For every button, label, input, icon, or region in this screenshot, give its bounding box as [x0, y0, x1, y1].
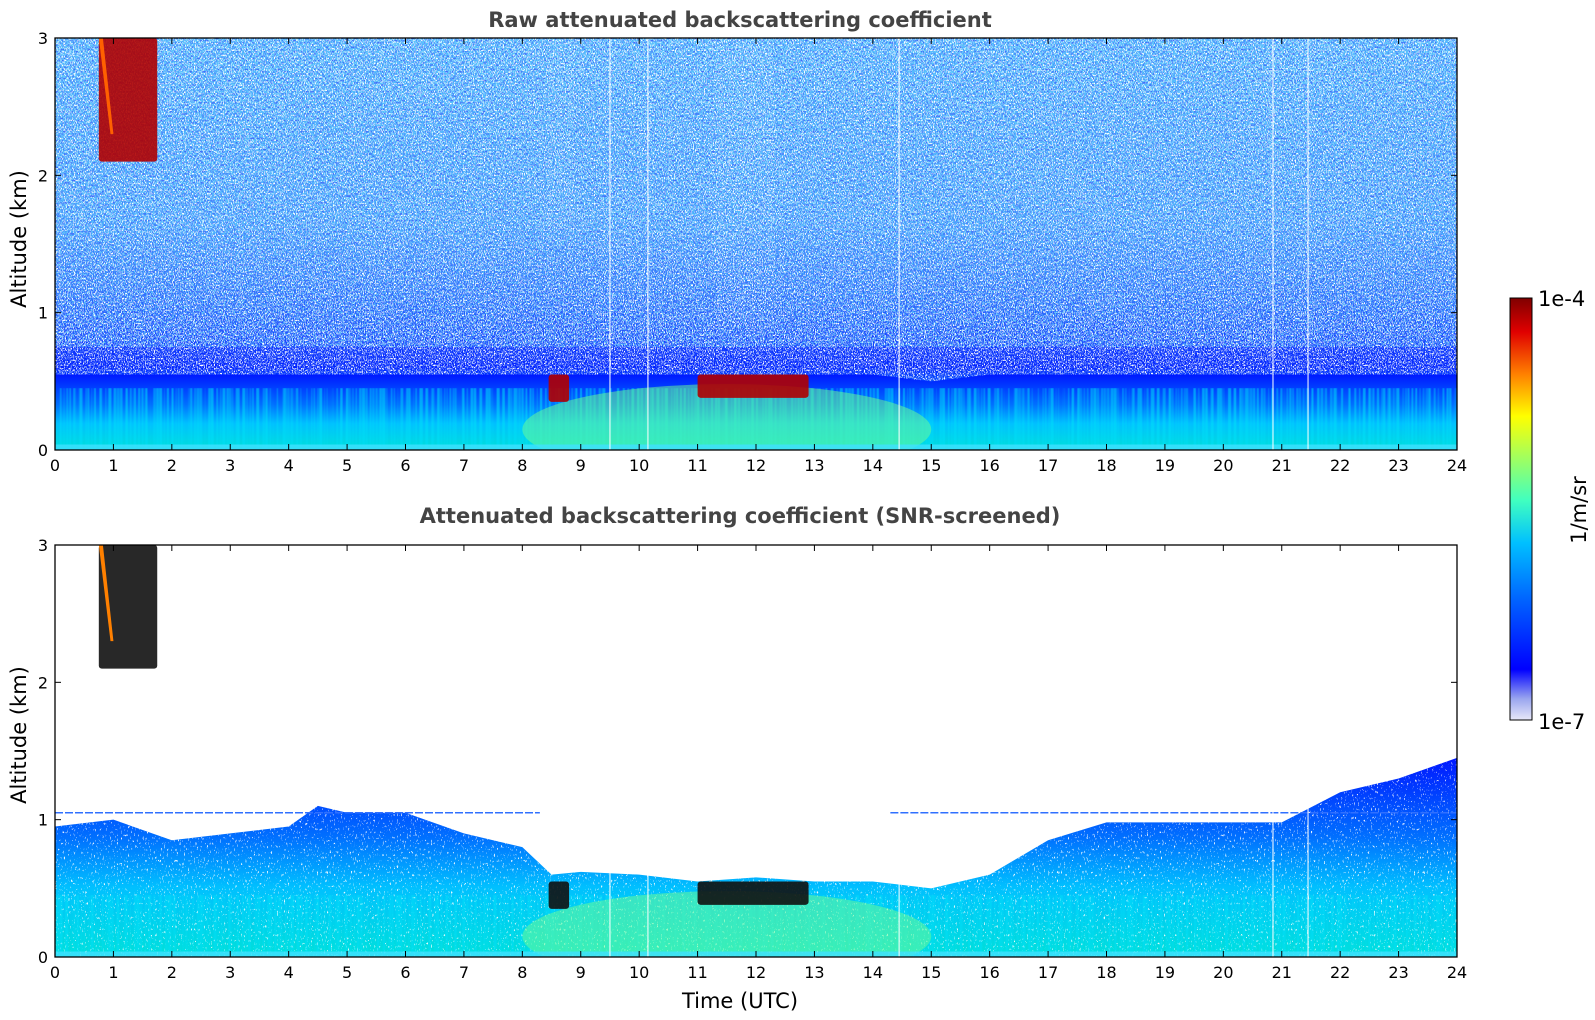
- x-tick-label: 14: [863, 963, 883, 982]
- x-tick-label: 24: [1447, 456, 1467, 475]
- x-tick-label: 12: [746, 963, 766, 982]
- x-tick-label: 20: [1213, 456, 1233, 475]
- x-tick-label: 10: [629, 963, 649, 982]
- strong-echo-2: [697, 374, 809, 398]
- y-tick-label: 0: [38, 441, 48, 460]
- x-tick-label: 0: [50, 963, 60, 982]
- x-tick-label: 12: [746, 456, 766, 475]
- top-y-axis-label: Altitude (km): [7, 170, 31, 308]
- x-tick-label: 2: [167, 456, 177, 475]
- x-tick-label: 17: [1038, 963, 1058, 982]
- x-tick-label: 4: [284, 456, 294, 475]
- x-tick-label: 16: [979, 456, 999, 475]
- colorbar-max-label: 1e-4: [1538, 287, 1585, 311]
- x-tick-label: 20: [1213, 963, 1233, 982]
- y-tick-label: 2: [38, 673, 48, 692]
- top-axis-ticks: 0 1 2 3 4 5 6 7 8 9 10 11 12 13 14 15 16 17 18 19 20 21 22 23 24…: [38, 29, 1467, 475]
- x-tick-label: 1: [108, 963, 118, 982]
- x-tick-label: 18: [1096, 456, 1116, 475]
- bottom-panel-title: Attenuated backscattering coefficient (S…: [420, 504, 1061, 528]
- bottom-y-axis-label: Altitude (km): [7, 666, 31, 804]
- x-tick-label: 22: [1330, 963, 1350, 982]
- x-tick-label: 19: [1155, 963, 1175, 982]
- x-tick-label: 5: [342, 963, 352, 982]
- cirrus-fallstreak: [98, 38, 114, 135]
- x-tick-label: 22: [1330, 456, 1350, 475]
- x-tick-label: 11: [687, 963, 707, 982]
- x-tick-label: 18: [1096, 963, 1116, 982]
- top-heatmap-image: [55, 38, 1457, 450]
- aerosol-layer-midday: [522, 384, 932, 450]
- aerosol-layer-midday: [522, 891, 932, 957]
- x-tick-label: 10: [629, 456, 649, 475]
- x-tick-label: 21: [1272, 963, 1292, 982]
- x-axis-label: Time (UTC): [681, 989, 798, 1013]
- x-tick-label: 3: [225, 963, 235, 982]
- x-tick-label: 4: [284, 963, 294, 982]
- y-tick-label: 1: [38, 304, 48, 323]
- colorbar-min-label: 1e-7: [1538, 710, 1585, 734]
- x-tick-label: 23: [1388, 456, 1408, 475]
- x-tick-label: 14: [863, 456, 883, 475]
- cirrus-fallstreak: [98, 545, 114, 642]
- x-tick-label: 8: [517, 456, 527, 475]
- x-tick-label: 0: [50, 456, 60, 475]
- y-tick-label: 2: [38, 166, 48, 185]
- x-tick-label: 5: [342, 456, 352, 475]
- bottom-heatmap-image: [55, 545, 1457, 957]
- colorbar-unit-label: 1/m/sr: [1567, 476, 1591, 544]
- x-tick-label: 9: [576, 963, 586, 982]
- y-tick-label: 1: [38, 811, 48, 830]
- x-tick-label: 23: [1388, 963, 1408, 982]
- bottom-heatmap-panel: 0 1 2 3 4 5 6 7 8 9 10 11 12 13 14 15 16 17 18 19 20 21 22 23 24…: [7, 536, 1467, 1013]
- x-tick-label: 9: [576, 456, 586, 475]
- strong-echo-2: [697, 881, 809, 905]
- strong-echo-1: [548, 881, 570, 909]
- strong-echo-3: [98, 38, 158, 162]
- x-tick-label: 13: [804, 456, 824, 475]
- colorbar-gradient: [1509, 297, 1533, 721]
- x-tick-label: 1: [108, 456, 118, 475]
- x-tick-label: 17: [1038, 456, 1058, 475]
- raw-plume-noon: [715, 38, 774, 327]
- y-tick-label: 3: [38, 29, 48, 48]
- y-tick-label: 0: [38, 948, 48, 967]
- x-tick-label: 8: [517, 963, 527, 982]
- x-tick-label: 21: [1272, 456, 1292, 475]
- x-tick-label: 16: [979, 963, 999, 982]
- x-tick-label: 7: [459, 963, 469, 982]
- x-tick-label: 2: [167, 963, 177, 982]
- raw-plume-morning: [545, 38, 575, 231]
- top-panel-title: Raw attenuated backscattering coefficien…: [488, 8, 992, 32]
- colorbar: 1e-4 1e-7 1/m/sr: [1509, 287, 1591, 734]
- x-tick-label: 6: [400, 963, 410, 982]
- x-tick-label: 15: [921, 456, 941, 475]
- x-tick-label: 6: [400, 456, 410, 475]
- strong-echo-1: [548, 374, 570, 402]
- y-tick-label: 3: [38, 536, 48, 555]
- x-tick-label: 7: [459, 456, 469, 475]
- x-tick-label: 13: [804, 963, 824, 982]
- strong-echo-3: [98, 545, 158, 669]
- x-tick-label: 19: [1155, 456, 1175, 475]
- bottom-axis-ticks: 0 1 2 3 4 5 6 7 8 9 10 11 12 13 14 15 16 17 18 19 20 21 22 23 24…: [38, 536, 1467, 982]
- x-tick-label: 15: [921, 963, 941, 982]
- top-heatmap-panel: 0 1 2 3 4 5 6 7 8 9 10 11 12 13 14 15 16 17 18 19 20 21 22 23 24…: [7, 29, 1467, 475]
- x-tick-label: 11: [687, 456, 707, 475]
- x-tick-label: 3: [225, 456, 235, 475]
- x-tick-label: 24: [1447, 963, 1467, 982]
